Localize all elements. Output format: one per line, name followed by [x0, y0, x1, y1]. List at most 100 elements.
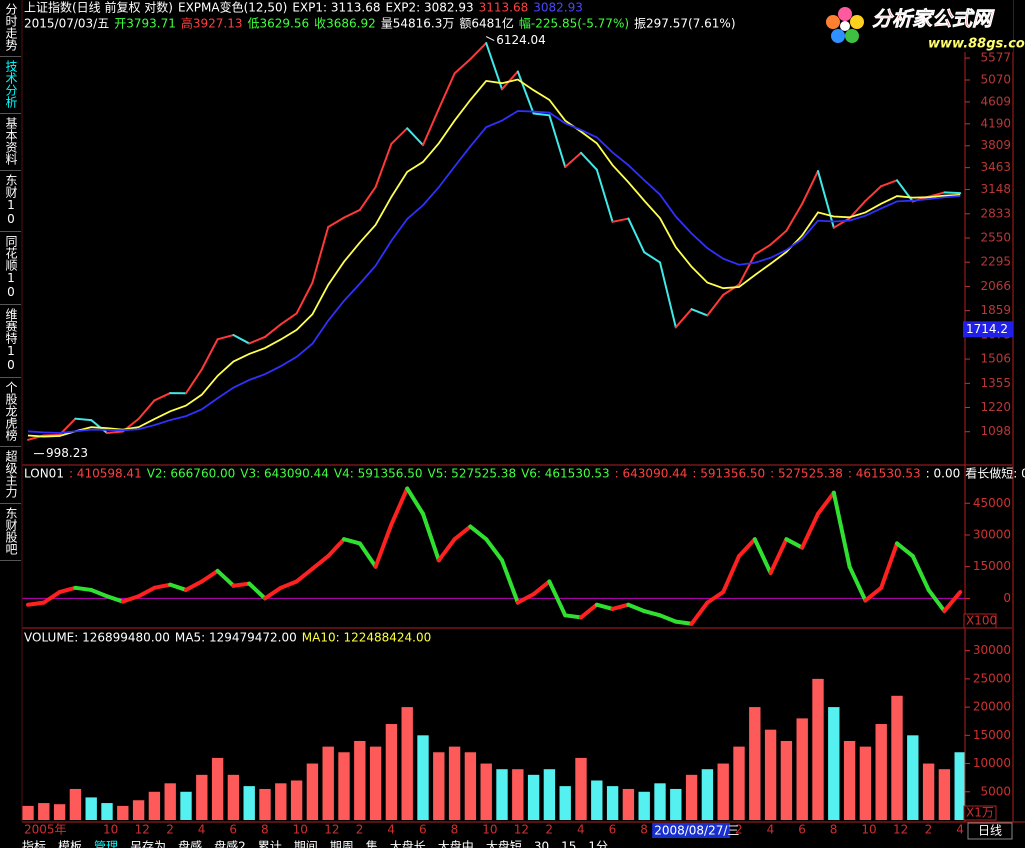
- x-tick-label: 4: [577, 823, 585, 837]
- line-segment: [753, 243, 772, 256]
- volume-bar: [464, 752, 477, 820]
- period-label[interactable]: 日线: [978, 824, 1002, 838]
- sidebar-tab[interactable]: 技术分析: [0, 57, 21, 114]
- header-item: MA5: 129479472.00: [175, 631, 297, 645]
- line-segment: [690, 308, 709, 317]
- sidebar-tab[interactable]: 个股龙虎榜: [0, 378, 21, 447]
- sidebar-tab[interactable]: 同花顺10: [0, 232, 21, 305]
- line-segment: [817, 170, 835, 229]
- y-tick-label: 20000: [973, 700, 1011, 714]
- line-segment: [863, 585, 884, 603]
- header-item: 收3686.92: [314, 17, 376, 31]
- volume-bar: [180, 791, 192, 820]
- line-segment: [768, 537, 789, 576]
- toolbar-button[interactable]: 指标: [22, 839, 46, 848]
- toolbar-button[interactable]: 大盘短: [486, 839, 522, 848]
- line-segment: [185, 368, 203, 395]
- volume-bar: [385, 724, 398, 820]
- toolbar-button[interactable]: 大盘长: [390, 839, 426, 848]
- volume-bar: [527, 774, 540, 820]
- line-segment: [563, 613, 583, 620]
- sidebar-tab[interactable]: 基本资料: [0, 114, 21, 171]
- y-tick-label: 3463: [980, 160, 1011, 174]
- line-segment: [643, 251, 661, 264]
- volume-bar: [132, 800, 145, 820]
- line-segment: [295, 281, 314, 315]
- toolbar-button[interactable]: 累计: [258, 840, 282, 848]
- line-segment: [137, 399, 156, 420]
- line-segment: [943, 191, 962, 195]
- toolbar-button[interactable]: 大盘中: [438, 839, 474, 848]
- header-item: EXP2: 3082.93: [385, 1, 473, 15]
- line-segment: [910, 554, 931, 592]
- volume-bar: [322, 746, 334, 820]
- toolbar-button[interactable]: 另存为: [130, 840, 166, 848]
- volume-bar: [954, 752, 965, 820]
- line-segment: [626, 602, 647, 614]
- line-segment: [57, 585, 78, 595]
- volume-bar: [69, 788, 82, 820]
- logo: 分析家公式网 www.88gs.com: [822, 0, 1025, 52]
- line-segment: [752, 537, 773, 576]
- line-segment: [531, 579, 552, 597]
- volume-bar: [401, 707, 413, 820]
- line-segment: [26, 600, 46, 607]
- toolbar-button[interactable]: 模板: [58, 840, 82, 848]
- volume-bar: [496, 769, 508, 820]
- volume-bar: [685, 774, 698, 820]
- toolbar-button[interactable]: 管理: [94, 839, 118, 848]
- volume-bar: [922, 763, 935, 820]
- volume-bar: [211, 757, 224, 820]
- y-tick-label: 5000: [980, 784, 1011, 798]
- x-tick-label: 2: [735, 823, 743, 837]
- toolbar-button[interactable]: 15: [561, 840, 576, 848]
- toolbar-button[interactable]: 盘感2: [214, 839, 246, 848]
- toolbar-button[interactable]: 盘感: [178, 839, 202, 848]
- line-segment: [673, 619, 694, 626]
- line-segment: [264, 323, 282, 338]
- toolbar-button[interactable]: 1分: [588, 840, 608, 848]
- toolbar-button[interactable]: 期间: [294, 840, 318, 848]
- y-tick-label: 4190: [980, 116, 1011, 130]
- y-tick-label: 1220: [980, 400, 1011, 414]
- toolbar-button[interactable]: 30: [534, 840, 549, 848]
- logo-petal: [845, 29, 859, 43]
- sidebar-tab[interactable]: 超级主力: [0, 447, 21, 504]
- x-tick-label: 10: [103, 823, 118, 837]
- period-box[interactable]: [967, 822, 1013, 840]
- sidebar-tab[interactable]: 东财10: [0, 171, 21, 232]
- price-plot: [27, 42, 962, 441]
- volume-bar: [859, 746, 872, 820]
- line-segment: [136, 585, 157, 599]
- lon-plot: [22, 486, 965, 626]
- crosshair-value-box: [963, 321, 1013, 338]
- volume-bar: [290, 780, 303, 820]
- line-segment: [927, 191, 946, 198]
- header-item: : 410598.41: [69, 467, 142, 481]
- line-segment: [421, 511, 441, 563]
- line-segment: [390, 127, 409, 145]
- header-item: 量54816.3万: [381, 17, 455, 31]
- line-segment: [90, 419, 108, 434]
- toolbar-button[interactable]: 期周: [330, 840, 354, 848]
- volume-bar: [828, 707, 840, 820]
- line-segment: [864, 185, 883, 202]
- line-segment: [294, 566, 315, 584]
- y-tick-label: 0: [1003, 591, 1011, 605]
- toolbar-button[interactable]: 集: [366, 839, 378, 848]
- sidebar-tab[interactable]: 维赛特10: [0, 305, 21, 378]
- y-tick-label: 30000: [973, 527, 1011, 541]
- sidebar-tab[interactable]: 分时走势: [0, 0, 21, 57]
- line-segment: [705, 590, 726, 605]
- header-item: V5: 527525.38: [427, 467, 516, 481]
- volume-bar: [101, 803, 113, 820]
- line-segment: [357, 541, 378, 569]
- y-tick-label: 1506: [980, 352, 1011, 366]
- line-segment: [658, 613, 678, 624]
- sidebar-tab[interactable]: 东财股吧: [0, 504, 21, 561]
- line-segment: [231, 581, 252, 588]
- line-segment: [469, 42, 488, 61]
- volume-bar: [764, 729, 777, 820]
- volume-bar: [448, 746, 461, 820]
